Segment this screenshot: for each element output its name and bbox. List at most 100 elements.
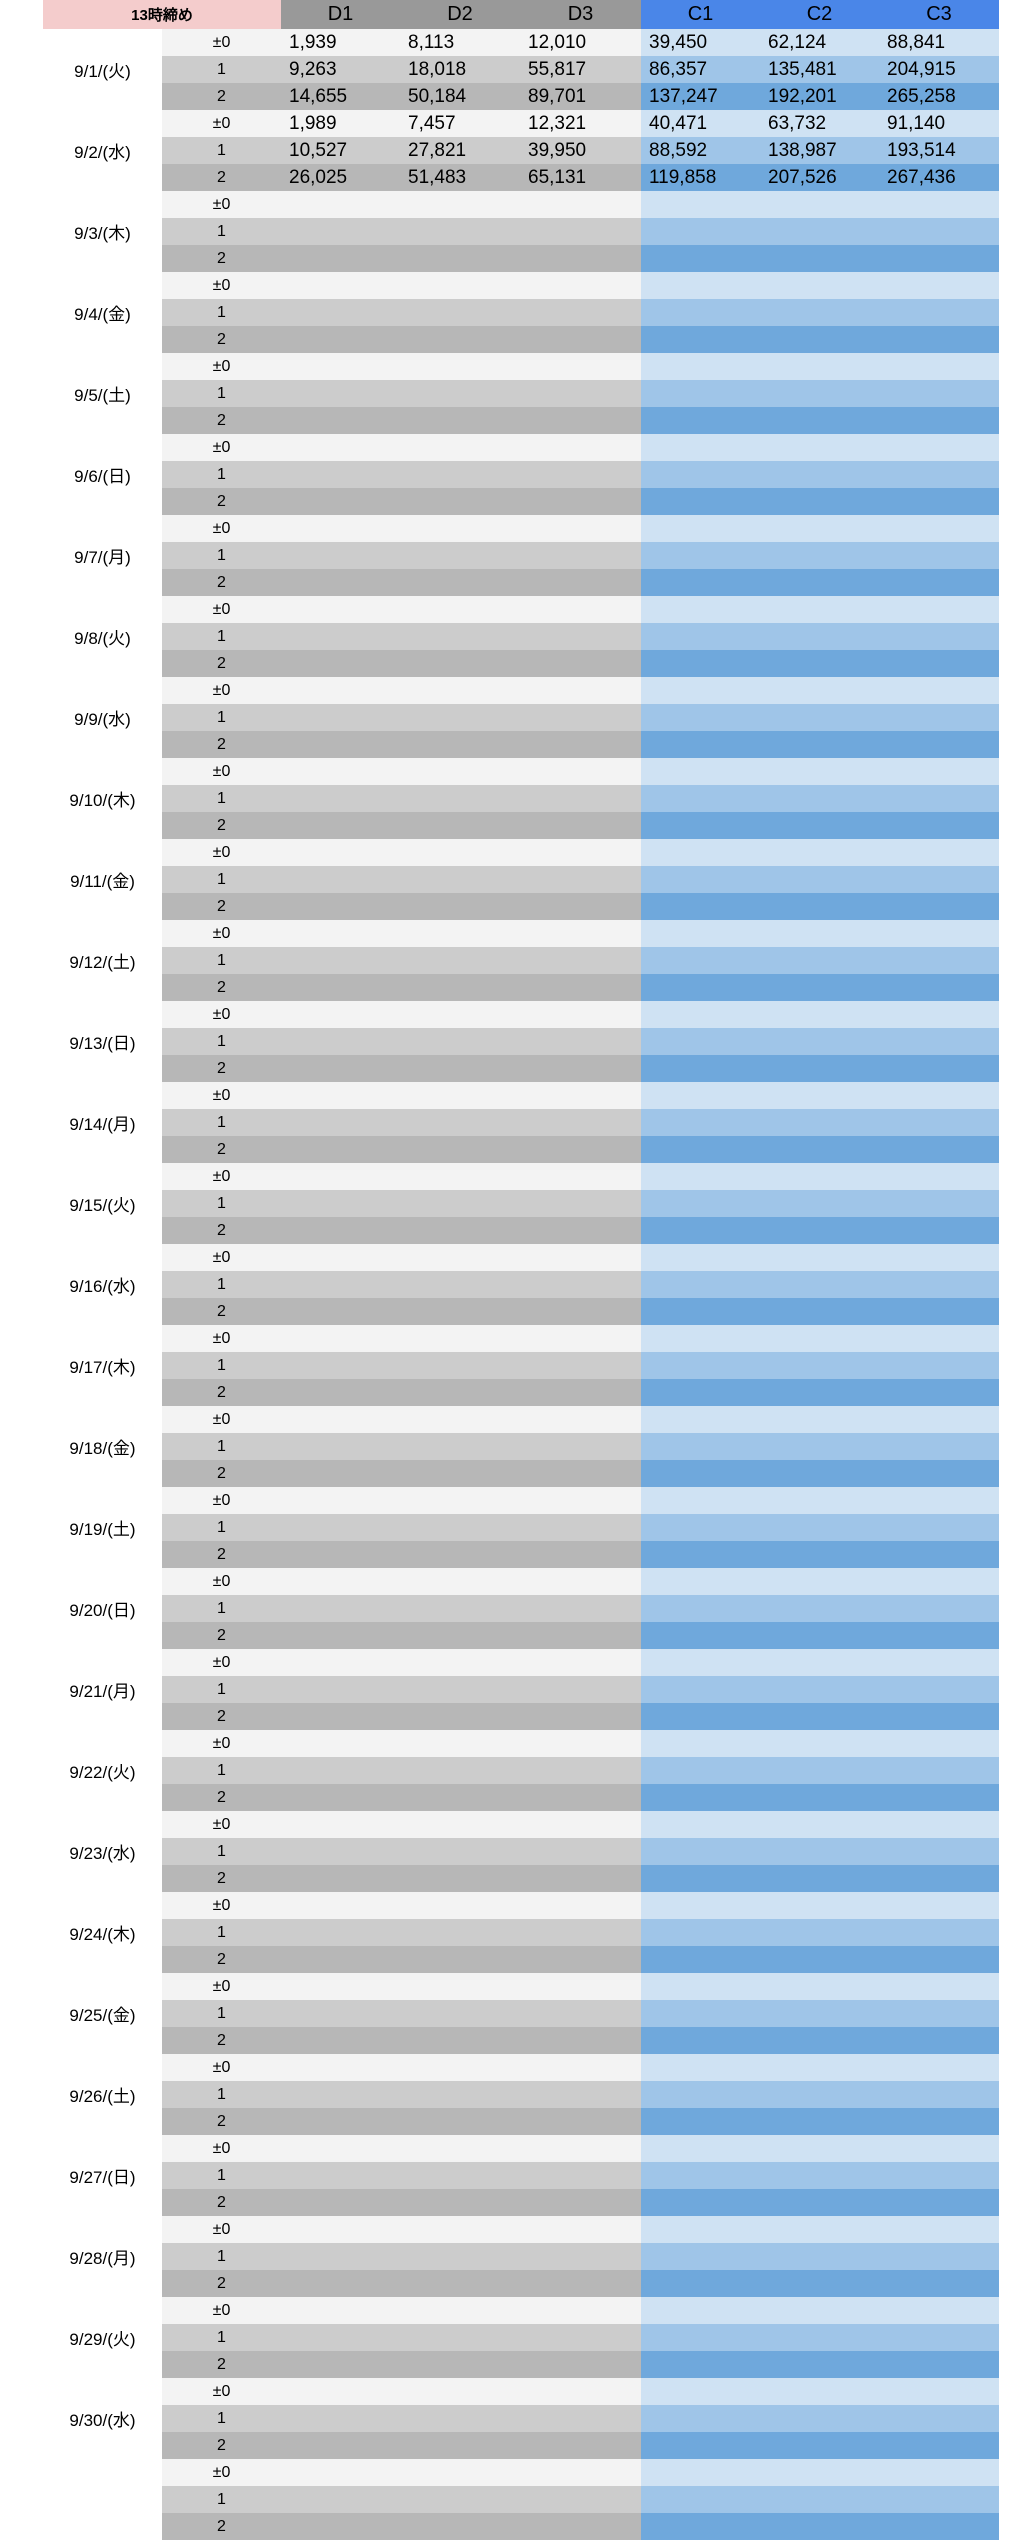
- empty-cell: [520, 1838, 641, 1865]
- empty-cell: [520, 1163, 641, 1190]
- empty-cell: [281, 677, 400, 704]
- empty-cell: [760, 1973, 879, 2000]
- empty-cell: [400, 1919, 520, 1946]
- row-label: 2: [162, 974, 281, 1001]
- empty-cell: [281, 2324, 400, 2351]
- empty-cell: [641, 353, 760, 380]
- empty-cell: [400, 191, 520, 218]
- empty-cell: [641, 1352, 760, 1379]
- empty-cell: [281, 2297, 400, 2324]
- empty-cell: [879, 1325, 999, 1352]
- row-label: 1: [162, 1271, 281, 1298]
- empty-cell: [879, 947, 999, 974]
- empty-cell: [641, 2486, 760, 2513]
- empty-cell: [641, 1811, 760, 1838]
- empty-cell: [641, 1055, 760, 1082]
- empty-cell: [281, 569, 400, 596]
- empty-cell: [641, 2216, 760, 2243]
- empty-cell: [879, 2378, 999, 2405]
- empty-cell: [400, 299, 520, 326]
- empty-cell: [641, 2351, 760, 2378]
- empty-cell: [281, 947, 400, 974]
- empty-cell: [879, 191, 999, 218]
- empty-cell: [400, 2486, 520, 2513]
- empty-cell: [281, 2027, 400, 2054]
- empty-cell: [281, 2054, 400, 2081]
- empty-cell: [400, 2108, 520, 2135]
- empty-cell: [400, 1487, 520, 1514]
- empty-cell: [281, 1730, 400, 1757]
- empty-cell: [879, 2027, 999, 2054]
- empty-cell: [520, 2216, 641, 2243]
- empty-cell: [641, 1082, 760, 1109]
- empty-cell: [520, 1649, 641, 1676]
- row-label: ±0: [162, 1163, 281, 1190]
- empty-cell: [760, 758, 879, 785]
- row-label: 1: [162, 2162, 281, 2189]
- row-label: 2: [162, 731, 281, 758]
- row-label: 2: [162, 812, 281, 839]
- empty-cell: [760, 434, 879, 461]
- empty-cell: [520, 1109, 641, 1136]
- date-label: 9/6/(日): [74, 467, 131, 486]
- empty-cell: [879, 2270, 999, 2297]
- empty-cell: [281, 326, 400, 353]
- empty-cell: [520, 1730, 641, 1757]
- empty-cell: [281, 920, 400, 947]
- empty-cell: [760, 1190, 879, 1217]
- row-label: 1: [162, 461, 281, 488]
- row-label: ±0: [162, 1001, 281, 1028]
- row-label: ±0: [162, 920, 281, 947]
- empty-cell: [760, 461, 879, 488]
- empty-cell: [400, 407, 520, 434]
- empty-cell: [520, 2270, 641, 2297]
- empty-cell: [879, 1865, 999, 1892]
- empty-cell: [641, 1865, 760, 1892]
- row-label: 2: [162, 1946, 281, 1973]
- empty-cell: [760, 1919, 879, 1946]
- empty-cell: [641, 1946, 760, 1973]
- empty-cell: [400, 1379, 520, 1406]
- empty-cell: [400, 1865, 520, 1892]
- empty-cell: [281, 1622, 400, 1649]
- empty-cell: [879, 704, 999, 731]
- empty-cell: [641, 2000, 760, 2027]
- empty-cell: [281, 434, 400, 461]
- empty-cell: [520, 299, 641, 326]
- empty-cell: [760, 1514, 879, 1541]
- empty-cell: [281, 2405, 400, 2432]
- empty-cell: [641, 1703, 760, 1730]
- row-label: ±0: [162, 1730, 281, 1757]
- empty-cell: [641, 1622, 760, 1649]
- empty-cell: [641, 191, 760, 218]
- empty-cell: [641, 1136, 760, 1163]
- empty-cell: [281, 866, 400, 893]
- empty-cell: [281, 353, 400, 380]
- empty-cell: [400, 1649, 520, 1676]
- empty-cell: [400, 1271, 520, 1298]
- empty-cell: [520, 1460, 641, 1487]
- empty-cell: [520, 1622, 641, 1649]
- value-cell: 39,450: [641, 29, 760, 56]
- row-label: 1: [162, 1190, 281, 1217]
- empty-cell: [641, 1730, 760, 1757]
- empty-cell: [760, 974, 879, 1001]
- empty-cell: [400, 1001, 520, 1028]
- empty-cell: [879, 2054, 999, 2081]
- empty-cell: [641, 650, 760, 677]
- empty-cell: [281, 1595, 400, 1622]
- row-label: 2: [162, 2513, 281, 2540]
- row-label: 1: [162, 866, 281, 893]
- empty-cell: [400, 758, 520, 785]
- empty-cell: [400, 272, 520, 299]
- empty-cell: [641, 812, 760, 839]
- empty-cell: [281, 893, 400, 920]
- empty-cell: [641, 2081, 760, 2108]
- empty-cell: [641, 2297, 760, 2324]
- empty-cell: [879, 2297, 999, 2324]
- empty-cell: [641, 1784, 760, 1811]
- empty-cell: [400, 2027, 520, 2054]
- empty-cell: [400, 785, 520, 812]
- value-cell: 204,915: [879, 56, 999, 83]
- empty-cell: [760, 677, 879, 704]
